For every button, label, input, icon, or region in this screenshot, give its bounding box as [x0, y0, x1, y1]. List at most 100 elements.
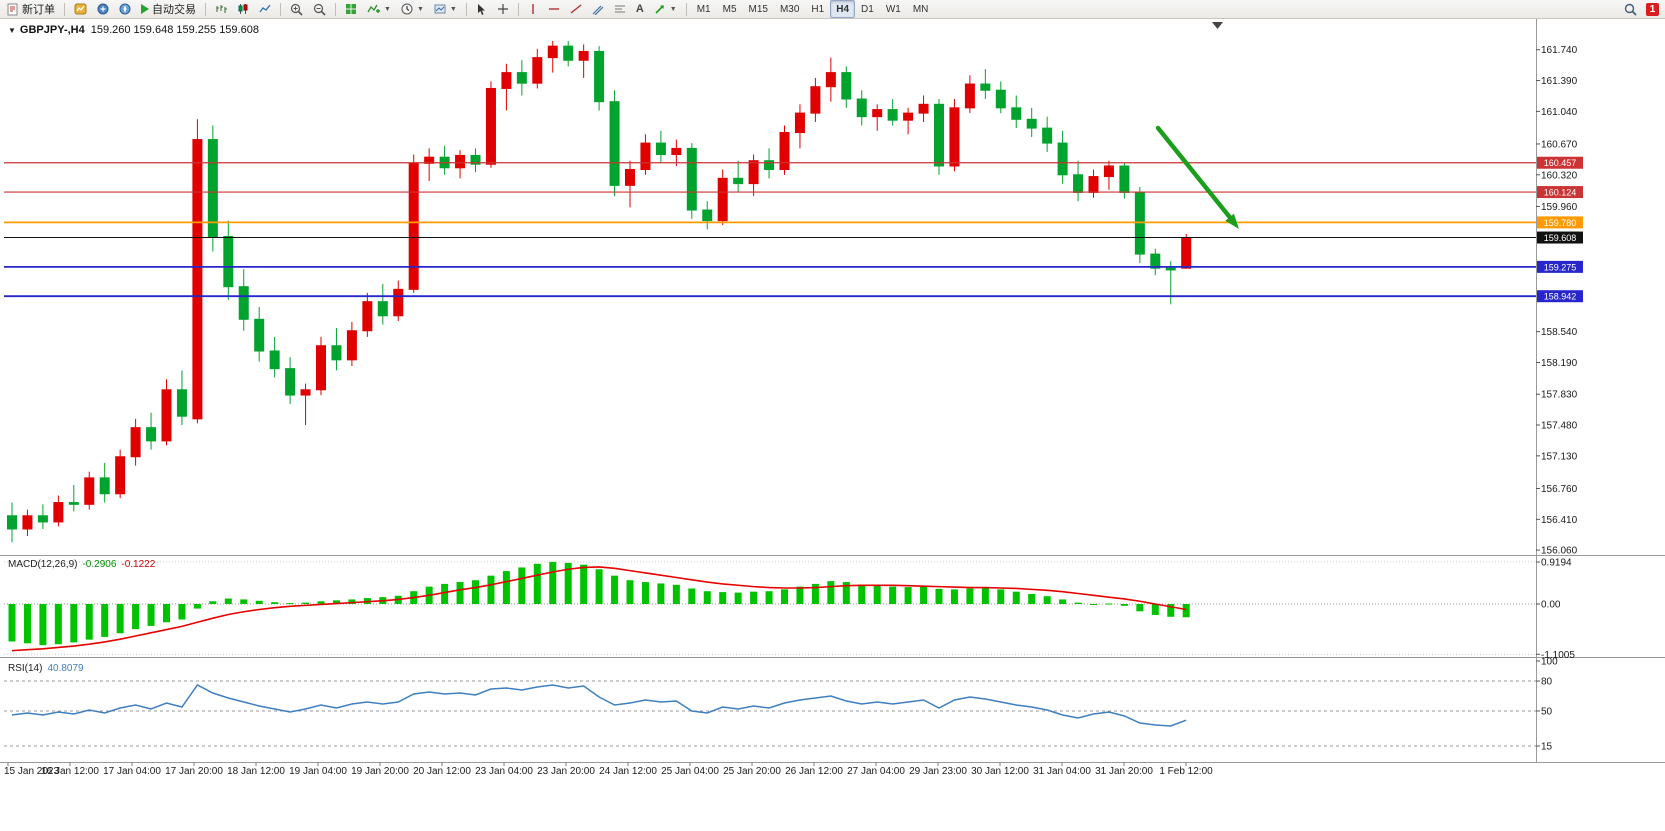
macd-histogram-bar: [178, 604, 186, 620]
macd-histogram-bar: [657, 583, 665, 604]
macd-histogram-bar: [1167, 604, 1175, 617]
price-level-badge-label: 160.124: [1544, 188, 1577, 198]
macd-histogram-bar: [549, 561, 557, 604]
timeframe-h1[interactable]: H1: [811, 3, 825, 15]
candle-body: [841, 72, 852, 100]
chart-shift-marker-icon[interactable]: [1212, 22, 1223, 29]
timeframe-mn[interactable]: MN: [912, 3, 929, 15]
candle-body: [455, 154, 466, 169]
timeframe-m1[interactable]: M1: [696, 3, 711, 15]
candle-body: [764, 160, 775, 171]
candle-body: [331, 345, 342, 361]
bar-chart-button[interactable]: [210, 0, 232, 19]
timeframe-w1[interactable]: W1: [885, 3, 901, 15]
vertical-line-tool-button[interactable]: [523, 0, 543, 19]
cursor-tool-button[interactable]: [471, 0, 492, 19]
text-tool-button[interactable]: A: [631, 0, 649, 19]
time-label: 19 Jan 04:00: [289, 766, 347, 777]
candle-body: [285, 368, 296, 396]
autotrading-button[interactable]: 自动交易: [136, 0, 201, 19]
candle-body: [1026, 118, 1037, 129]
macd-histogram-bar: [796, 586, 804, 604]
candle-body: [223, 235, 234, 288]
market-watch-button[interactable]: [69, 0, 92, 19]
current-price-badge-label: 159.608: [1544, 233, 1577, 243]
channel-tool-button[interactable]: [587, 0, 609, 19]
macd-histogram-bar: [487, 575, 495, 604]
macd-histogram-bar: [641, 582, 649, 604]
timeframe-h4[interactable]: H4: [830, 0, 856, 18]
trendline-tool-button[interactable]: [565, 0, 587, 19]
macd-histogram-bar: [1074, 602, 1082, 604]
macd-histogram-bar: [255, 600, 263, 604]
macd-histogram-bar: [688, 588, 696, 604]
toolbar-separator: [205, 2, 206, 16]
line-chart-button[interactable]: [254, 0, 276, 19]
toolbar-separator: [64, 2, 65, 16]
price-level-badge-label: 160.457: [1544, 158, 1577, 168]
macd-histogram-bar: [286, 603, 294, 605]
candle-body: [532, 57, 543, 84]
macd-histogram-bar: [456, 582, 464, 604]
zoom-out-button[interactable]: [308, 0, 331, 19]
tile-windows-button[interactable]: [340, 0, 362, 19]
macd-histogram-bar: [842, 582, 850, 604]
periods-button[interactable]: ▼: [396, 0, 429, 19]
candle-body: [686, 147, 697, 211]
trend-arrow-head[interactable]: [1225, 213, 1239, 229]
candle-body: [748, 160, 759, 185]
candlestick-chart-button[interactable]: [232, 0, 254, 19]
timeframe-m15[interactable]: M15: [748, 3, 768, 15]
crosshair-tool-button[interactable]: [492, 0, 514, 19]
macd-histogram-bar: [858, 584, 866, 604]
data-window-icon: [97, 3, 109, 15]
price-tick-label: 156.760: [1541, 484, 1578, 495]
candle-body: [1042, 127, 1053, 144]
candle-body: [470, 154, 481, 165]
candle-body: [887, 109, 898, 121]
timeframe-d1[interactable]: D1: [861, 3, 874, 15]
candle-body: [146, 427, 157, 442]
candle-body: [99, 477, 110, 495]
new-order-button[interactable]: 新订单: [2, 0, 60, 19]
time-label: 19 Jan 20:00: [351, 766, 409, 777]
dropdown-caret-icon: ▼: [449, 5, 457, 13]
candle-body: [316, 345, 326, 391]
macd-histogram-bar: [101, 604, 109, 637]
fibonacci-tool-button[interactable]: [609, 0, 631, 19]
indicators-button[interactable]: ▼: [362, 0, 396, 19]
price-tick-label: 157.130: [1541, 451, 1578, 462]
rsi-axis-label: 50: [1541, 707, 1553, 718]
zoom-in-button[interactable]: [285, 0, 308, 19]
search-button[interactable]: [1619, 0, 1642, 19]
candle-body: [408, 162, 419, 290]
bar-chart-icon: [216, 5, 227, 13]
timeframe-m5[interactable]: M5: [722, 3, 737, 15]
candle-body: [68, 502, 79, 505]
symbol-dropdown-icon[interactable]: ▼: [8, 26, 16, 35]
candle-body: [346, 330, 357, 361]
templates-button[interactable]: ▼: [429, 0, 462, 19]
notification-badge[interactable]: 1: [1646, 2, 1659, 16]
arrows-tool-button[interactable]: ▼: [649, 0, 682, 19]
price-level-badge: [1537, 260, 1583, 273]
rsi-axis-label: 80: [1541, 677, 1553, 688]
navigator-button[interactable]: [114, 0, 136, 19]
candle-body: [501, 72, 512, 89]
data-window-button[interactable]: [92, 0, 114, 19]
horizontal-line-tool-button[interactable]: [543, 0, 565, 19]
macd-histogram-bar: [85, 604, 93, 640]
price-tick-label: 159.960: [1541, 202, 1578, 213]
macd-axis-label: 0.00: [1541, 600, 1561, 611]
macd-histogram-bar: [997, 589, 1005, 604]
time-label: 27 Jan 04:00: [847, 766, 905, 777]
timeframe-m30[interactable]: M30: [779, 3, 800, 15]
candle-body: [1165, 267, 1176, 271]
trend-arrow[interactable]: [1155, 125, 1233, 220]
time-label: 1 Feb 12:00: [1159, 766, 1213, 777]
macd-histogram-bar: [348, 599, 356, 604]
price-tick-label: 160.670: [1541, 139, 1578, 150]
candlestick-chart-icon: [238, 4, 248, 14]
macd-histogram-bar: [533, 563, 541, 604]
